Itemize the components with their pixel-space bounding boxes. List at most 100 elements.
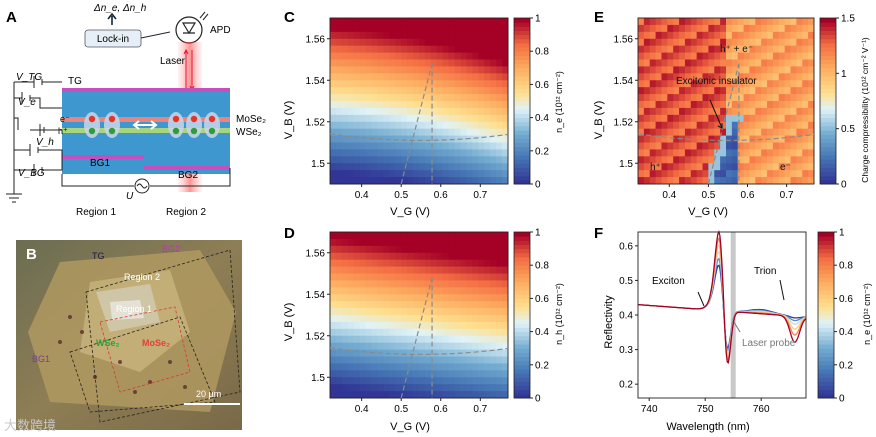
- d-cell: [419, 294, 426, 302]
- d-cell: [401, 238, 408, 247]
- e-cell: [708, 149, 715, 157]
- c-cell: [377, 31, 384, 40]
- d-cell: [419, 273, 426, 281]
- c-cell: [407, 128, 414, 136]
- e-cell: [714, 24, 721, 33]
- d-cell: [341, 287, 349, 295]
- c-cell: [371, 18, 378, 26]
- d-cell: [490, 245, 497, 254]
- d-cell: [395, 377, 402, 385]
- d-cell: [383, 384, 390, 392]
- d-cell: [424, 321, 432, 330]
- c-cell: [478, 87, 485, 95]
- e-cbar-cell: [820, 150, 836, 156]
- d-cell: [413, 259, 420, 267]
- c-cell: [365, 163, 372, 171]
- e-cbar-cell: [820, 146, 836, 152]
- d-cell: [502, 328, 509, 337]
- e-cell: [767, 142, 774, 150]
- c-cell: [401, 114, 408, 123]
- e-cbar-cell: [820, 92, 836, 98]
- c-cell: [484, 24, 491, 33]
- e-cell: [767, 170, 774, 178]
- e-cell: [720, 59, 727, 67]
- c-cell: [448, 142, 455, 150]
- e-cell: [684, 177, 692, 185]
- c-cell: [371, 80, 378, 88]
- d-cell: [484, 391, 491, 399]
- e-cell: [696, 59, 703, 67]
- cbar-label-e: Charge compressibility (10¹² cm⁻² V⁻¹): [860, 37, 870, 183]
- c-cell: [454, 80, 461, 88]
- c-cell: [347, 45, 355, 53]
- d-cbar-cell: [514, 256, 530, 262]
- e-cell: [655, 59, 662, 67]
- c-cell: [466, 142, 473, 150]
- d-cbar-cell: [514, 290, 530, 295]
- f-cbar-cell: [818, 273, 834, 279]
- c-cell: [466, 94, 473, 102]
- e-cell: [649, 114, 656, 123]
- e-cell: [649, 135, 656, 143]
- e-cell: [731, 38, 739, 47]
- f-cbar-cell: [818, 331, 834, 337]
- d-cell: [502, 273, 509, 281]
- e-cell: [790, 177, 797, 185]
- e-cell: [679, 18, 686, 26]
- d-cell: [466, 321, 473, 330]
- c-cell: [341, 31, 349, 40]
- c-cbar-cell: [514, 51, 530, 56]
- d-cell: [377, 328, 384, 337]
- c-cell: [371, 59, 378, 67]
- d-cell: [472, 294, 479, 302]
- e-cell: [649, 128, 656, 136]
- c-cbar-cell: [514, 171, 530, 177]
- c-cell: [335, 114, 343, 123]
- c-cell: [371, 52, 378, 60]
- d-cell: [490, 363, 497, 371]
- lockin-label: Lock-in: [97, 34, 129, 45]
- e-cell: [649, 73, 656, 81]
- c-cell: [365, 52, 372, 60]
- d-cell: [496, 294, 503, 302]
- d-cell: [407, 342, 414, 350]
- d-cell: [442, 287, 450, 295]
- colorbar-c: 00.20.40.60.81: [513, 14, 549, 191]
- d-cell: [407, 328, 414, 337]
- e-cbar-tick-label: 1.5: [841, 14, 855, 25]
- d-cell: [472, 328, 479, 337]
- c-cell: [436, 18, 444, 26]
- d-cell: [389, 328, 396, 337]
- c-cell: [424, 107, 432, 116]
- e-cell: [679, 45, 686, 53]
- e-cell: [796, 107, 803, 116]
- d-cell: [466, 342, 473, 350]
- micro-tg-label: TG: [92, 251, 105, 261]
- e-cell: [643, 52, 651, 60]
- c-cell: [389, 163, 396, 171]
- d-cell: [365, 294, 372, 302]
- c-cell: [448, 107, 455, 116]
- c-cell: [365, 24, 372, 33]
- e-cell: [767, 87, 774, 95]
- e-cell: [790, 156, 797, 164]
- c-cell: [365, 73, 372, 81]
- e-cell: [778, 94, 786, 102]
- e-cell: [778, 80, 786, 88]
- c-cell: [365, 80, 372, 88]
- c-cell: [448, 80, 455, 88]
- d-cell: [448, 391, 455, 399]
- d-cbar-cell: [514, 381, 530, 387]
- c-cell: [347, 170, 355, 178]
- c-cbar-cell: [514, 30, 530, 36]
- laser-probe-band: [730, 232, 736, 398]
- e-cell: [790, 149, 797, 157]
- e-cell: [802, 121, 809, 130]
- c-cbar-cell: [514, 125, 530, 131]
- c-cell: [330, 45, 337, 53]
- e-cbar-cell: [820, 113, 836, 119]
- d-cell: [424, 356, 432, 364]
- d-cbar-cell: [514, 373, 530, 378]
- e-cell: [673, 177, 680, 185]
